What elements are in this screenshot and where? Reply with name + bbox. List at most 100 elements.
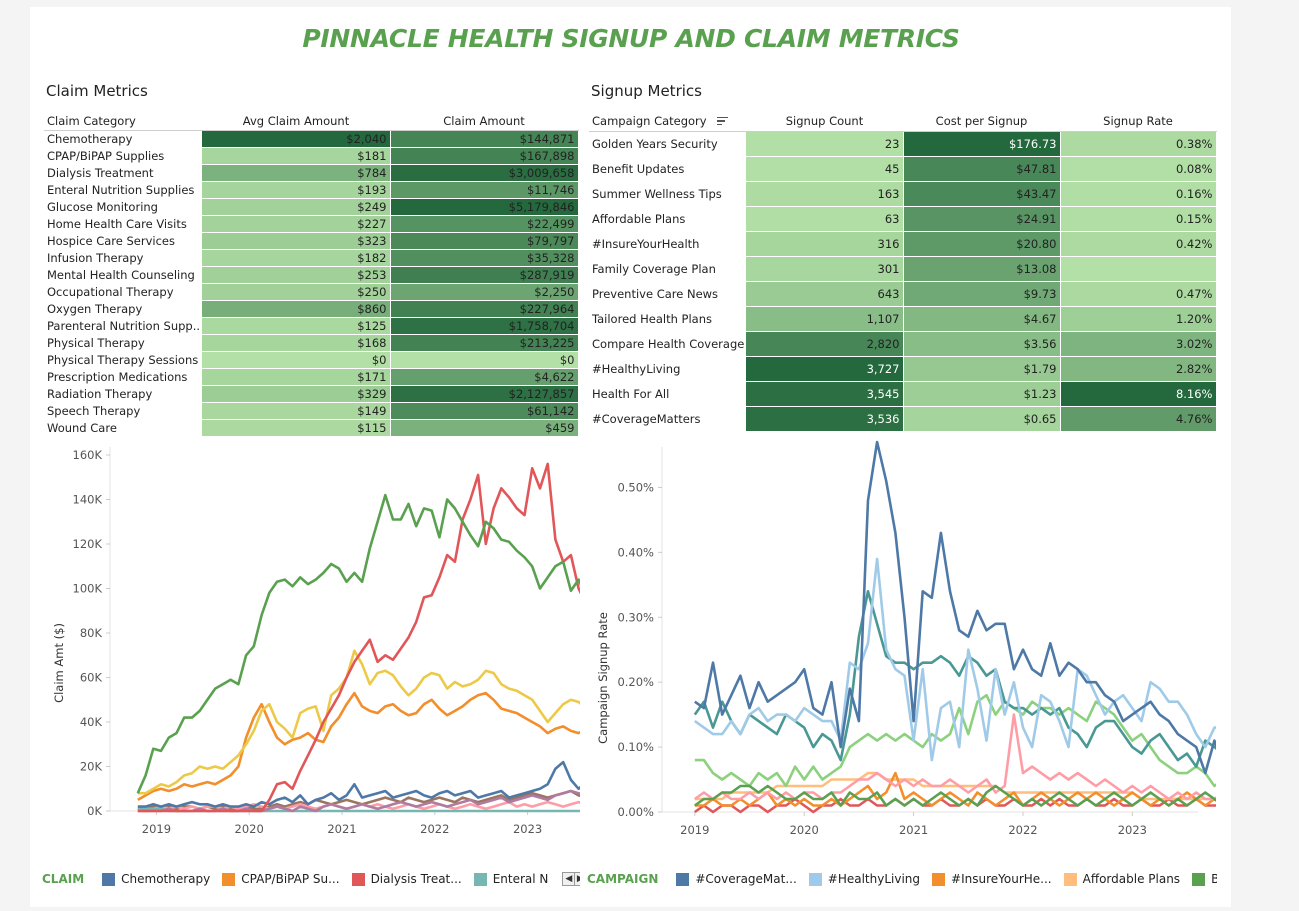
signup-count-cell: 301 [746, 256, 904, 282]
series-line-benefit-updates[interactable] [694, 784, 1216, 807]
signup-rate-cell: 0.16% [1060, 181, 1217, 207]
table-row[interactable]: Health For All 3,545 $1.23 8.16% [589, 381, 1217, 407]
claim-category-cell: Speech Therapy [44, 402, 202, 419]
cost-per-signup-cell: $24.91 [903, 206, 1061, 232]
claim-table-body: Chemotherapy $2,040 $144,871 CPAP/BiPAP Sup… [44, 130, 579, 437]
claim-amount-cell: $167,898 [390, 147, 579, 165]
legend-item[interactable]: #InsureYourHe... [932, 872, 1052, 886]
table-row[interactable]: Hospice Care Services $323 $79,797 [44, 232, 579, 250]
series-line-compare-health-coverage[interactable] [693, 590, 1216, 799]
table-row[interactable]: Mental Health Counseling $253 $287,919 [44, 266, 579, 284]
header-avg-claim-amount[interactable]: Avg Claim Amount [202, 113, 390, 131]
table-row[interactable]: Oxygen Therapy $860 $227,964 [44, 300, 579, 318]
header-signup-rate[interactable]: Signup Rate [1060, 111, 1216, 132]
legend-item[interactable]: Dialysis Treat... [351, 872, 462, 886]
y-tick-label: 100K [73, 582, 103, 596]
table-row[interactable]: Summer Wellness Tips 163 $43.47 0.16% [589, 181, 1217, 207]
sort-descending-icon[interactable] [716, 116, 728, 126]
header-campaign-category[interactable]: Campaign Category [589, 111, 746, 132]
cost-per-signup-cell: $43.47 [903, 181, 1061, 207]
series-line-oxygen-therapy[interactable] [137, 789, 580, 813]
claim-legend: CLAIM Chemotherapy CPAP/BiPAP Su... Dialys… [42, 870, 580, 888]
series-line-preventive-care-news[interactable] [694, 693, 1216, 799]
table-row[interactable]: Compare Health Coverage 2,820 $3.56 3.02% [589, 331, 1217, 357]
claim-amount-cell: $3,009,658 [390, 164, 579, 182]
table-row[interactable]: Wound Care $115 $459 [44, 419, 579, 437]
signup-table-body: Golden Years Security 23 $176.73 0.38% Benef… [589, 131, 1217, 432]
avg-claim-amount-cell: $329 [202, 385, 391, 403]
header-claim-amount[interactable]: Claim Amount [390, 113, 578, 131]
legend-item[interactable]: #CoverageMat... [676, 872, 797, 886]
table-row[interactable]: Physical Therapy Sessions $0 $0 [44, 351, 579, 369]
series-line-healthyliving[interactable] [694, 557, 1216, 767]
y-tick-label: 0.40% [617, 545, 654, 559]
table-row[interactable]: #InsureYourHealth 316 $20.80 0.42% [589, 231, 1217, 257]
signup-rate-cell: 4.76% [1060, 406, 1217, 432]
series-line-chemotherapy[interactable] [137, 760, 580, 808]
legend-item[interactable]: CPAP/BiPAP Su... [222, 872, 340, 886]
series-line-coveragematters[interactable] [694, 440, 1216, 793]
table-row[interactable]: Enteral Nutrition Supplies $193 $11,746 [44, 181, 579, 199]
y-tick-label: 60K [80, 671, 103, 685]
table-row[interactable]: Affordable Plans 63 $24.91 0.15% [589, 206, 1217, 232]
signup-count-cell: 643 [746, 281, 904, 307]
y-tick-label: 120K [73, 537, 103, 551]
table-row[interactable]: Family Coverage Plan 301 $13.08 [589, 256, 1217, 282]
signup-metrics-table: Campaign Category Signup Count Cost per … [589, 111, 1217, 432]
chevron-right-icon[interactable]: ▶ [574, 873, 580, 885]
avg-claim-amount-cell: $149 [202, 402, 391, 420]
series-line-glucose-monitoring[interactable] [136, 493, 580, 794]
table-row[interactable]: Speech Therapy $149 $61,142 [44, 402, 579, 420]
chevron-left-icon[interactable]: ◀ [563, 873, 575, 885]
campaign-chart-series [693, 440, 1216, 814]
series-line-affordable-plans[interactable] [694, 771, 1216, 801]
dashboard-title: PINNACLE HEALTH SIGNUP AND CLAIM METRICS [302, 24, 960, 53]
table-row[interactable]: Radiation Therapy $329 $2,127,857 [44, 385, 579, 403]
series-line-speech-therapy[interactable] [137, 649, 580, 795]
table-row[interactable]: Home Health Care Visits $227 $22,499 [44, 215, 579, 233]
header-cost-per-signup[interactable]: Cost per Signup [903, 111, 1060, 132]
claim-legend-nav: ◀▶ [562, 872, 580, 886]
signup-count-cell: 45 [746, 156, 904, 182]
table-row[interactable]: Benefit Updates 45 $47.81 0.08% [589, 156, 1217, 182]
table-row[interactable]: Parenteral Nutrition Supp.. $125 $1,758,70… [44, 317, 579, 335]
series-line-cpap-bipap-supplies[interactable] [137, 691, 580, 802]
table-row[interactable]: Prescription Medications $171 $4,622 [44, 368, 579, 386]
table-row[interactable]: #CoverageMatters 3,536 $0.65 4.76% [589, 406, 1217, 432]
legend-swatch [1192, 872, 1206, 886]
table-row[interactable]: #HealthyLiving 3,727 $1.79 2.82% [589, 356, 1217, 382]
avg-claim-amount-cell: $193 [202, 181, 391, 199]
table-row[interactable]: CPAP/BiPAP Supplies $181 $167,898 [44, 147, 579, 165]
legend-item[interactable]: #HealthyLiving [808, 872, 920, 886]
series-line-dialysis-treatment[interactable] [137, 462, 580, 813]
legend-item[interactable]: Affordable Plans [1063, 872, 1180, 886]
legend-item[interactable]: Bene [1192, 872, 1217, 886]
claim-category-cell: Wound Care [44, 419, 202, 436]
table-row[interactable]: Infusion Therapy $182 $35,328 [44, 249, 579, 267]
avg-claim-amount-cell: $125 [202, 317, 391, 335]
signup-rate-cell: 0.38% [1060, 131, 1217, 157]
claim-amount-cell: $4,622 [390, 368, 579, 386]
signup-rate-cell [1060, 256, 1217, 282]
table-row[interactable]: Tailored Health Plans 1,107 $4.67 1.20% [589, 306, 1217, 332]
header-signup-count[interactable]: Signup Count [746, 111, 903, 132]
table-row[interactable]: Physical Therapy $168 $213,225 [44, 334, 579, 352]
table-row[interactable]: Occupational Therapy $250 $2,250 [44, 283, 579, 301]
avg-claim-amount-cell: $227 [202, 215, 391, 233]
claim-amount-cell: $213,225 [390, 334, 579, 352]
legend-item[interactable]: Enteral N [473, 872, 548, 886]
table-row[interactable]: Golden Years Security 23 $176.73 0.38% [589, 131, 1217, 157]
table-row[interactable]: Glucose Monitoring $249 $5,179,846 [44, 198, 579, 216]
claim-metrics-title: Claim Metrics [46, 82, 148, 100]
claim-category-cell: Hospice Care Services [44, 232, 202, 249]
campaign-category-cell: Golden Years Security [589, 131, 746, 156]
series-line-insureyourhealth[interactable] [694, 771, 1216, 807]
table-row[interactable]: Chemotherapy $2,040 $144,871 [44, 130, 579, 148]
legend-label: CPAP/BiPAP Su... [241, 872, 340, 886]
cost-per-signup-cell: $1.23 [903, 381, 1061, 407]
legend-item[interactable]: Chemotherapy [102, 872, 210, 886]
table-row[interactable]: Dialysis Treatment $784 $3,009,658 [44, 164, 579, 182]
header-claim-category[interactable]: Claim Category [44, 113, 202, 131]
table-row[interactable]: Preventive Care News 643 $9.73 0.47% [589, 281, 1217, 307]
series-line-family-coverage-plan[interactable] [694, 713, 1216, 806]
